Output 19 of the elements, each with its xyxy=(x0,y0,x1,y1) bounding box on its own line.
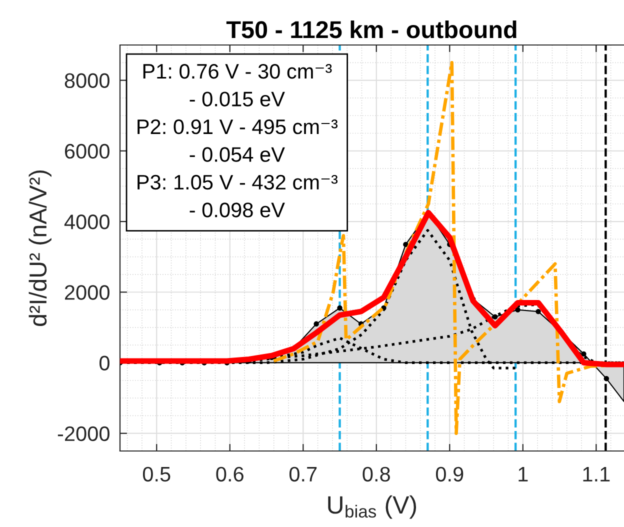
x-tick-label: 0.9 xyxy=(436,466,464,482)
y-tick-label: 4000 xyxy=(64,214,110,230)
annotation: P2: 0.91 V - 495 cm⁻³ - 0.054 eV xyxy=(138,119,338,162)
y-tick-label: 6000 xyxy=(64,144,110,159)
chart-title: T50 - 1125 km - outbound xyxy=(226,20,516,38)
x-tick-label: 0.5 xyxy=(142,466,170,482)
y-tick-label: 8000 xyxy=(64,73,110,88)
y-tick-label: -2000 xyxy=(58,426,110,442)
annotation: P3: 1.05 V - 432 cm⁻³ - 0.098 eV xyxy=(138,174,338,218)
y-tick-label: 2000 xyxy=(64,285,110,300)
annotation: P1: 0.76 V - 30 cm⁻³ - 0.015 eV xyxy=(143,64,332,106)
y-tick-label: 0 xyxy=(100,356,110,370)
x-tick-label: 1 xyxy=(518,467,528,482)
x-tick-label: 1.1 xyxy=(583,467,610,482)
y-axis-title: d²I/dU² (nA/V²) xyxy=(28,170,52,326)
x-tick-label: 0.6 xyxy=(216,466,244,482)
x-tick-label: 0.8 xyxy=(362,466,390,482)
x-axis-title: U$_{bias}$ (V) xyxy=(328,495,416,519)
x-tick-label: 0.7 xyxy=(289,466,317,482)
